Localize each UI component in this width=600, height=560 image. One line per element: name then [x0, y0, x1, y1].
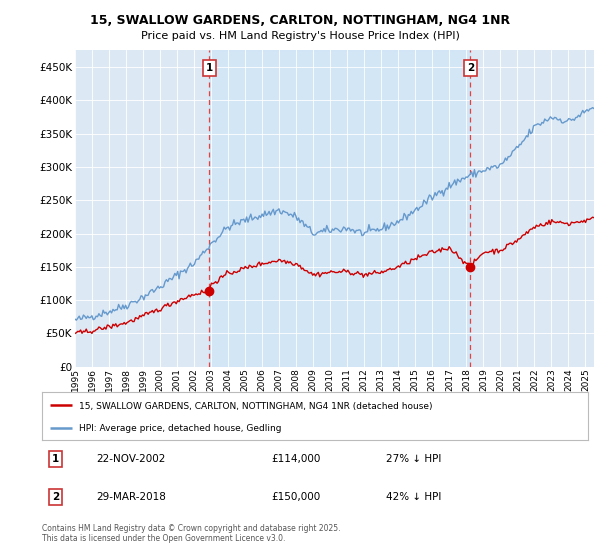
Text: 22-NOV-2002: 22-NOV-2002 — [97, 454, 166, 464]
Text: 29-MAR-2018: 29-MAR-2018 — [97, 492, 166, 502]
Text: Price paid vs. HM Land Registry's House Price Index (HPI): Price paid vs. HM Land Registry's House … — [140, 31, 460, 41]
Text: £114,000: £114,000 — [271, 454, 320, 464]
Text: 42% ↓ HPI: 42% ↓ HPI — [386, 492, 442, 502]
Bar — [209, 50, 470, 367]
Text: 1: 1 — [206, 63, 213, 73]
Text: £150,000: £150,000 — [271, 492, 320, 502]
Text: 2: 2 — [52, 492, 59, 502]
Text: 1: 1 — [52, 454, 59, 464]
Text: Contains HM Land Registry data © Crown copyright and database right 2025.
This d: Contains HM Land Registry data © Crown c… — [42, 524, 341, 543]
Text: 2: 2 — [467, 63, 474, 73]
Text: 15, SWALLOW GARDENS, CARLTON, NOTTINGHAM, NG4 1NR (detached house): 15, SWALLOW GARDENS, CARLTON, NOTTINGHAM… — [79, 402, 433, 411]
Text: 15, SWALLOW GARDENS, CARLTON, NOTTINGHAM, NG4 1NR: 15, SWALLOW GARDENS, CARLTON, NOTTINGHAM… — [90, 14, 510, 27]
Text: 27% ↓ HPI: 27% ↓ HPI — [386, 454, 442, 464]
Text: HPI: Average price, detached house, Gedling: HPI: Average price, detached house, Gedl… — [79, 424, 281, 433]
